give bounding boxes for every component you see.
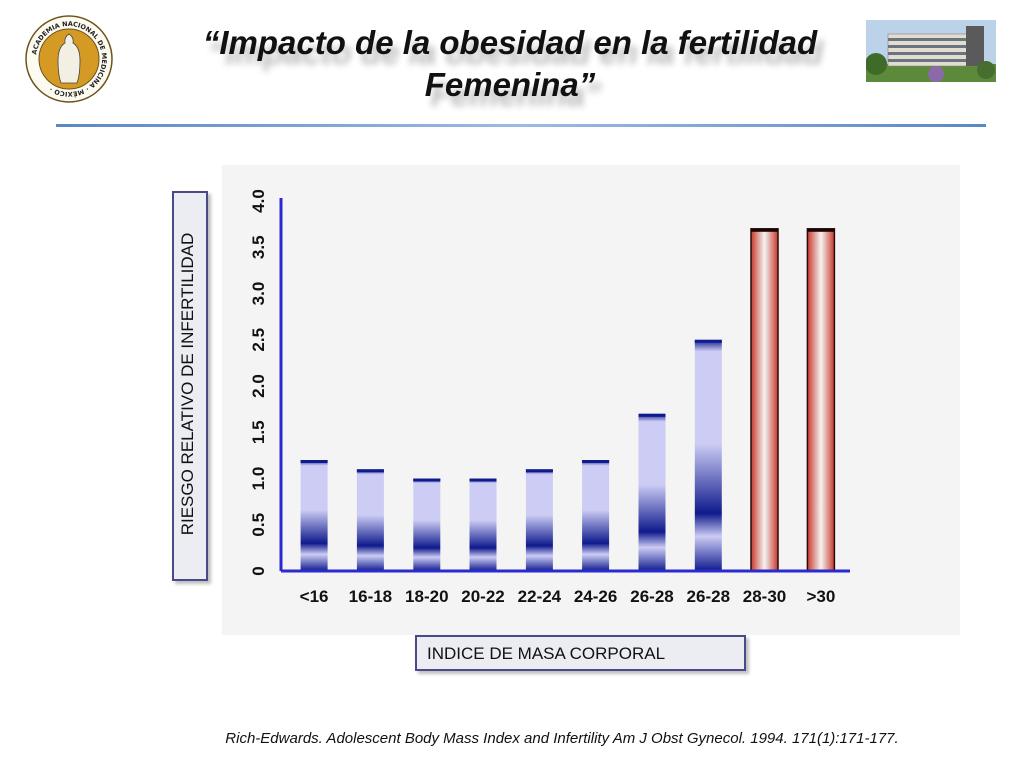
y-tick-label: 3.0 (249, 282, 268, 306)
x-tick-label: 16-18 (349, 587, 392, 606)
y-tick-label: 0.5 (249, 513, 268, 537)
bar-top-5 (525, 469, 553, 473)
x-tick-label: 24-26 (574, 587, 617, 606)
y-tick-label: 2.5 (249, 328, 268, 352)
x-axis-label: INDICE DE MASA CORPORAL (427, 644, 666, 663)
bar-9 (750, 228, 779, 572)
bar-top-6 (582, 460, 610, 463)
bar-top-9 (751, 228, 778, 232)
bar-8 (694, 339, 722, 572)
y-tick-label: 2.0 (249, 374, 268, 398)
x-tick-label: >30 (806, 587, 835, 606)
bar-6 (582, 460, 610, 571)
bar-2 (356, 469, 384, 572)
x-tick-label: 22-24 (518, 587, 562, 606)
slide-title: “Impacto de la obesidad en la fertilidad… (202, 24, 818, 103)
bar-top-4 (469, 478, 497, 482)
bar-5 (525, 469, 553, 572)
bar-1 (300, 460, 328, 571)
y-axis-label-box (172, 191, 208, 581)
x-tick-label: 18-20 (405, 587, 448, 606)
y-tick-label: 1.5 (249, 420, 268, 444)
x-axis-label-box (415, 635, 746, 671)
x-tick-label: 26-28 (630, 587, 673, 606)
y-tick-label: 1.0 (249, 467, 268, 491)
bar-top-1 (300, 460, 328, 463)
x-tick-label: 26-28 (687, 587, 730, 606)
x-tick-label: 28-30 (743, 587, 786, 606)
bar-10 (806, 228, 836, 572)
y-tick-label: 3.5 (249, 235, 268, 259)
x-tick-label: 20-22 (461, 587, 504, 606)
building-photo (866, 20, 996, 82)
bar-7 (638, 413, 666, 572)
bar-top-7 (638, 413, 666, 417)
academia-seal-logo: ACADEMIA NACIONAL DE MEDICINA · MÉXICO · (25, 15, 113, 103)
bar-top-10 (807, 228, 835, 232)
source-citation: Rich-Edwards. Adolescent Body Mass Index… (225, 730, 899, 747)
y-tick-label: 4.0 (249, 189, 268, 213)
bar-top-3 (413, 478, 441, 482)
y-tick-label: 0 (249, 566, 268, 575)
title-divider (56, 124, 986, 127)
x-tick-label: <16 (300, 587, 329, 606)
bar-4 (469, 478, 497, 571)
bar-top-8 (694, 339, 722, 343)
bar-3 (413, 478, 441, 571)
bar-top-2 (356, 469, 384, 473)
